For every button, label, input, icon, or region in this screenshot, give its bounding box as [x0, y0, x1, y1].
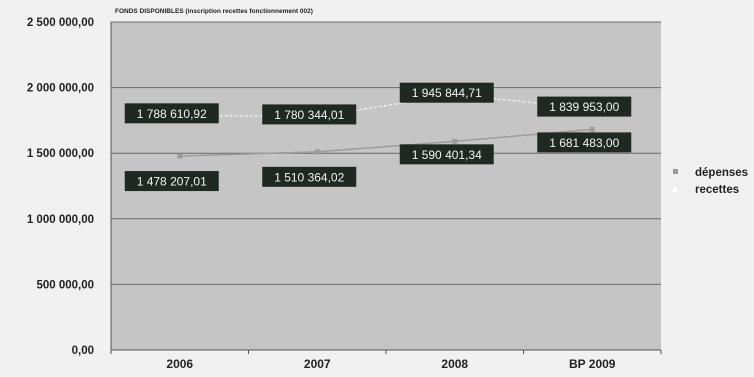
data-point [589, 126, 595, 132]
chart-title: FONDS DISPONIBLES (inscription recettes … [115, 8, 313, 15]
data-label-text: 1 788 610,92 [137, 107, 207, 121]
data-label-recettes: 1 945 844,71 [399, 82, 494, 103]
data-point [177, 153, 183, 159]
gridlines [111, 21, 661, 285]
data-label-text: 1 478 207,01 [137, 175, 207, 189]
x-tick-label: 2006 [166, 357, 193, 371]
data-label-box [124, 171, 219, 192]
data-label-dépenses: 1 510 364,02 [262, 166, 357, 187]
data-label-box [399, 144, 494, 165]
data-label-text: 1 780 344,01 [274, 108, 344, 122]
legend-marker [672, 185, 678, 192]
y-tick-label: 1 000 000,00 [27, 214, 94, 226]
data-label-text: 1 510 364,02 [274, 170, 344, 184]
y-tick-label: 1 500 000,00 [27, 148, 94, 160]
axes: 0,00 500 000,00 1 000 000,00 1 500 000,00 2 … [27, 17, 662, 371]
data-label-box [537, 96, 632, 117]
x-tick-label: 2008 [441, 357, 468, 371]
x-tick-label: BP 2009 [569, 357, 616, 371]
data-label-box [399, 82, 494, 103]
legend-marker [673, 169, 678, 174]
data-label-recettes: 1 788 610,92 [124, 103, 219, 124]
data-label-box [262, 166, 357, 187]
data-label-text: 1 839 953,00 [549, 100, 619, 114]
data-label-recettes: 1 780 344,01 [262, 104, 357, 125]
y-tick-label: 2 500 000,00 [27, 17, 94, 29]
y-tick-label: 0,00 [72, 345, 94, 357]
series-line-recettes [179, 93, 593, 118]
legend-label: recettes [695, 184, 739, 196]
data-labels: 1 478 207,01 1 510 364,02 1 590 401,34 1 68… [124, 82, 632, 192]
y-tick-label: 2 000 000,00 [27, 83, 94, 95]
data-label-text: 1 681 483,00 [549, 136, 619, 150]
data-label-recettes: 1 839 953,00 [537, 96, 632, 117]
data-point [314, 149, 320, 155]
data-label-dépenses: 1 478 207,01 [124, 171, 219, 192]
data-label-box [262, 104, 357, 125]
legend-label: dépenses [695, 167, 748, 179]
data-point [452, 138, 458, 144]
data-label-box [124, 103, 219, 124]
data-label-dépenses: 1 590 401,34 [399, 144, 494, 165]
data-label-text: 1 590 401,34 [412, 148, 482, 162]
y-tick-label: 500 000,00 [36, 279, 94, 291]
series-line-dépenses [179, 128, 593, 157]
data-label-dépenses: 1 681 483,00 [537, 132, 632, 153]
legend: dépenses recettes [672, 167, 748, 196]
data-label-text: 1 945 844,71 [412, 86, 482, 100]
x-tick-label: 2007 [304, 357, 331, 371]
data-label-box [537, 132, 632, 153]
